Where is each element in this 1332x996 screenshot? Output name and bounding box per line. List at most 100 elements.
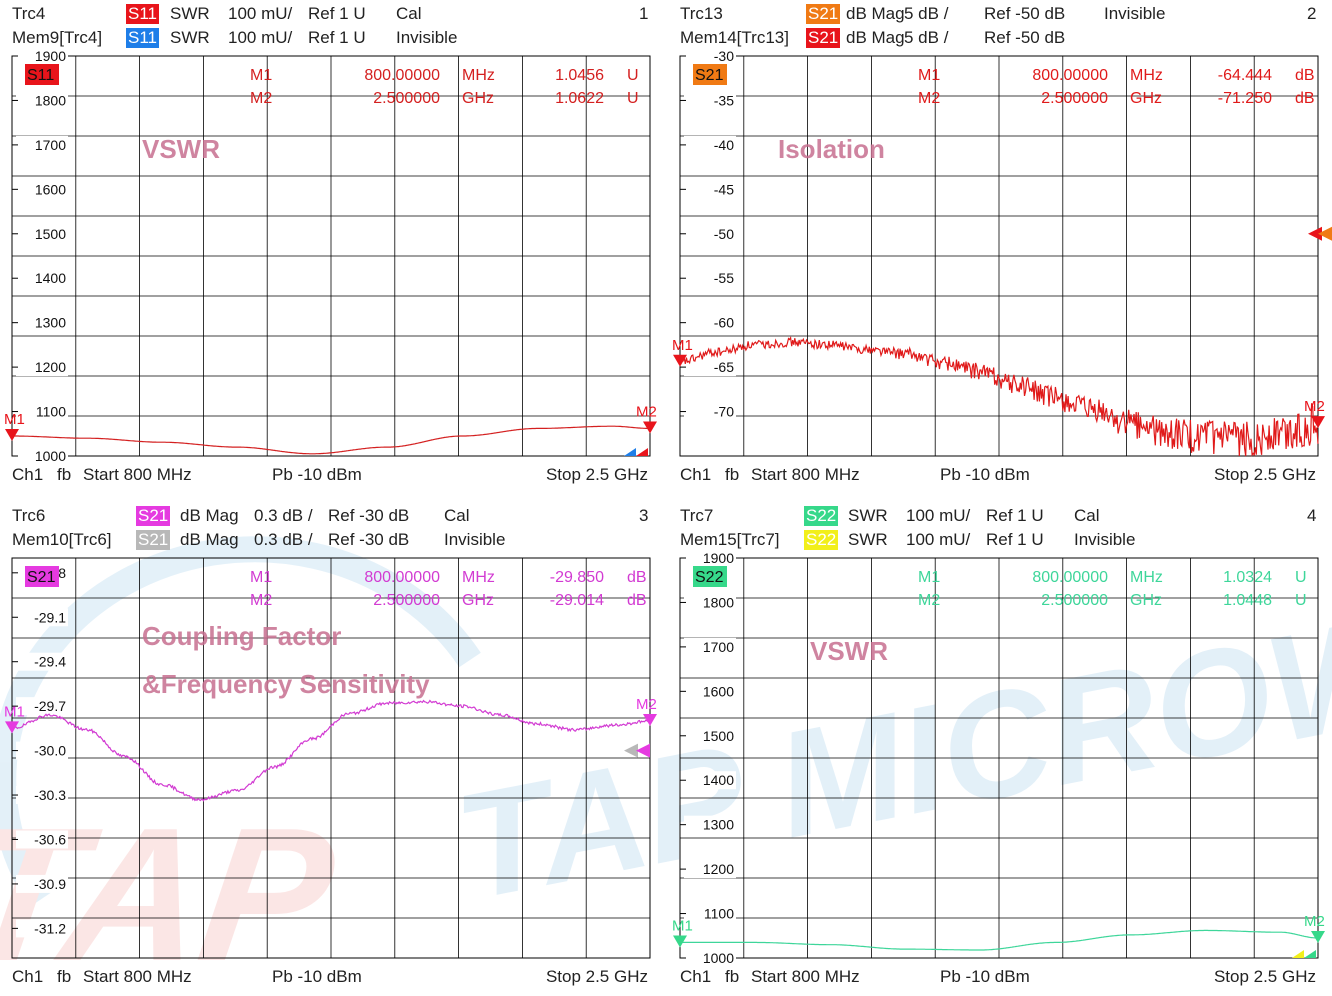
marker-triangle[interactable] (1311, 931, 1325, 943)
footer-ch[interactable]: Ch1 (680, 465, 711, 484)
ref-arrow[interactable] (636, 743, 650, 758)
header-scale[interactable]: 0.3 dB / (254, 530, 313, 549)
footer-power[interactable]: Pb -10 dBm (940, 465, 1030, 484)
header-status[interactable]: Invisible (1074, 530, 1136, 549)
header-format[interactable]: SWR (170, 4, 210, 23)
header-status[interactable]: Cal (444, 506, 470, 525)
marker-triangle[interactable] (673, 935, 687, 948)
footer-stop[interactable]: Stop 2.5 GHz (1214, 465, 1316, 484)
header-format[interactable]: SWR (170, 28, 210, 47)
header-scale[interactable]: 100 mU/ (906, 530, 971, 549)
header-scale[interactable]: 100 mU/ (228, 4, 293, 23)
marker-triangle[interactable] (5, 721, 19, 734)
trace-line[interactable] (12, 425, 650, 455)
trace-tag[interactable]: S21 (806, 4, 841, 24)
header-trace[interactable]: Trc13 (680, 4, 723, 23)
header-status[interactable]: Invisible (396, 28, 458, 47)
ref-arrow[interactable] (624, 448, 636, 456)
footer-power[interactable]: Pb -10 dBm (272, 465, 362, 484)
marker-triangle[interactable] (673, 354, 687, 367)
footer-start[interactable]: Start 800 MHz (751, 465, 860, 484)
footer-stop[interactable]: Stop 2.5 GHz (546, 967, 648, 986)
header-format[interactable]: dB Mag (846, 28, 905, 47)
chart-1[interactable]: 1900 1800 1700 1600 1500 1400 1300 1200 1100 1000… (0, 0, 666, 494)
header-trace[interactable]: Trc4 (12, 4, 46, 23)
ref-arrow[interactable] (1308, 226, 1322, 241)
header-format[interactable]: SWR (848, 530, 888, 549)
header-format[interactable]: dB Mag (180, 506, 239, 525)
header-format[interactable]: dB Mag (180, 530, 239, 549)
chart-3[interactable]: -28.8-29.1-29.4-29.7-30.0-30.3-30.6-30.9… (0, 502, 666, 996)
footer-start[interactable]: Start 800 MHz (751, 967, 860, 986)
footer-ch[interactable]: Ch1 (12, 967, 43, 986)
footer-fb[interactable]: fb (57, 967, 71, 986)
header-scale[interactable]: 100 mU/ (228, 28, 293, 47)
trace-line[interactable] (11, 699, 651, 802)
header-ref[interactable]: Ref 1 U (986, 530, 1044, 549)
header-status[interactable]: Cal (1074, 506, 1100, 525)
header-scale[interactable]: 0.3 dB / (254, 506, 313, 525)
marker-triangle[interactable] (643, 421, 657, 434)
trace-tag[interactable]: S21 (136, 530, 171, 550)
trace-tag[interactable]: S11 (126, 28, 159, 48)
trace-box[interactable] (25, 64, 59, 85)
header-status[interactable]: Cal (396, 4, 422, 23)
header-ref[interactable]: Ref -30 dB (328, 506, 410, 525)
ref-arrow[interactable] (1292, 950, 1304, 958)
panel-1[interactable]: Trc4 S11 SWR 100 mU/Ref 1 U Cal Mem9[Trc4] S11… (0, 0, 666, 494)
footer-power[interactable]: Pb -10 dBm (940, 967, 1030, 986)
footer-fb[interactable]: fb (57, 465, 71, 484)
chart-2[interactable]: -30 -35 -40 -45 -50 -55 -60 -65 -70 S21 M1 800.0000… (668, 0, 1332, 494)
header-trace[interactable]: Mem10[Trc6] (12, 530, 112, 549)
trace-tag[interactable]: S21 (136, 506, 171, 526)
footer-ch[interactable]: Ch1 (680, 967, 711, 986)
panel-3[interactable]: Trc6 S21 dB Mag 0.3 dB / Ref -30 dB Cal Mem10[… (0, 502, 666, 996)
footer-start[interactable]: Start 800 MHz (83, 967, 192, 986)
header-ref[interactable]: Ref -30 dB (328, 530, 410, 549)
header-format[interactable]: dB Mag (846, 4, 905, 23)
footer-start[interactable]: Start 800 MHz (83, 465, 192, 484)
header-trace[interactable]: Mem9[Trc4] (12, 28, 103, 47)
footer-stop[interactable]: Stop 2.5 GHz (546, 465, 648, 484)
header-ref[interactable]: Ref -50 dB (984, 28, 1066, 47)
trace-line[interactable] (679, 336, 1319, 457)
trace-tag[interactable]: S22 (804, 506, 839, 526)
trace-box[interactable] (693, 566, 727, 587)
header-trace[interactable]: Trc6 (12, 506, 46, 525)
chart-4[interactable]: 1900 1800 1700 1600 1500 1400 1300 1200 1100 1000… (668, 502, 1332, 996)
header-trace[interactable]: Mem14[Trc13] (680, 28, 789, 47)
header-format[interactable]: SWR (848, 506, 888, 525)
header-scale[interactable]: 5 dB / (904, 28, 949, 47)
header-trace[interactable]: Mem15[Trc7] (680, 530, 780, 549)
footer-fb[interactable]: fb (725, 967, 739, 986)
header-ref[interactable]: Ref 1 U (308, 4, 366, 23)
ref-arrow[interactable] (1318, 226, 1332, 241)
trace-tag[interactable]: S22 (804, 530, 839, 550)
marker-triangle[interactable] (643, 713, 657, 726)
footer-power[interactable]: Pb -10 dBm (272, 967, 362, 986)
ref-arrow[interactable] (636, 448, 648, 456)
chart-title-overlay: VSWR (810, 636, 888, 666)
header-ref[interactable]: Ref 1 U (308, 28, 366, 47)
header-scale[interactable]: 5 dB / (904, 4, 949, 23)
marker-triangle[interactable] (5, 429, 19, 441)
trace-tag[interactable]: S11 (126, 4, 159, 24)
header-status[interactable]: Invisible (444, 530, 506, 549)
marker-triangle[interactable] (1311, 416, 1325, 429)
trace-tag[interactable]: S21 (806, 28, 841, 48)
ref-arrow[interactable] (624, 743, 638, 758)
footer-stop[interactable]: Stop 2.5 GHz (1214, 967, 1316, 986)
footer-fb[interactable]: fb (725, 465, 739, 484)
ref-arrow[interactable] (1304, 950, 1316, 958)
header-ref[interactable]: Ref -50 dB (984, 4, 1066, 23)
header-ref[interactable]: Ref 1 U (986, 506, 1044, 525)
footer-ch[interactable]: Ch1 (12, 465, 43, 484)
header-trace[interactable]: Trc7 (680, 506, 714, 525)
trace-box[interactable] (25, 566, 59, 587)
header-scale[interactable]: 100 mU/ (906, 506, 971, 525)
trace-line[interactable] (680, 929, 1318, 951)
panel-2[interactable]: Trc13 S21 dB Mag 5 dB / Ref -50 dB Invisible M… (668, 0, 1332, 494)
header-status[interactable]: Invisible (1104, 4, 1166, 23)
trace-box[interactable] (693, 64, 727, 85)
panel-4[interactable]: Trc7 S22 SWR 100 mU/Ref 1 U Cal Mem15[Trc7] S2… (668, 502, 1332, 996)
